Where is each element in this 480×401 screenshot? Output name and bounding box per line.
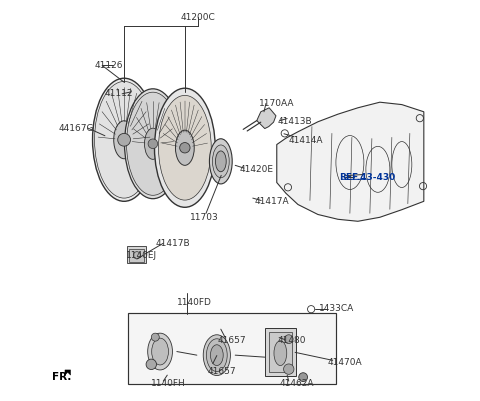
Text: 1140EJ: 1140EJ xyxy=(126,251,157,260)
Bar xyxy=(127,247,146,263)
Text: 41417B: 41417B xyxy=(156,239,190,248)
Ellipse shape xyxy=(152,338,168,365)
Circle shape xyxy=(133,252,141,259)
Circle shape xyxy=(284,364,294,374)
Text: 1140FD: 1140FD xyxy=(177,298,212,307)
Ellipse shape xyxy=(274,341,287,366)
Bar xyxy=(129,249,144,261)
Text: 41470A: 41470A xyxy=(327,358,362,367)
Bar xyxy=(128,313,336,384)
Circle shape xyxy=(146,359,156,370)
Text: 41657: 41657 xyxy=(208,367,237,376)
Ellipse shape xyxy=(127,92,179,195)
Polygon shape xyxy=(277,102,424,221)
Text: 1433CA: 1433CA xyxy=(319,304,354,313)
Ellipse shape xyxy=(210,345,223,366)
Text: 41657: 41657 xyxy=(218,336,247,345)
Text: REF.43-430: REF.43-430 xyxy=(339,173,396,182)
Ellipse shape xyxy=(209,139,232,184)
Text: 41414A: 41414A xyxy=(289,136,323,145)
Text: 41420E: 41420E xyxy=(239,165,273,174)
Circle shape xyxy=(151,333,159,341)
Ellipse shape xyxy=(216,151,226,172)
Ellipse shape xyxy=(155,88,215,207)
Text: 41126: 41126 xyxy=(94,61,123,70)
Text: 1140FH: 1140FH xyxy=(151,379,186,388)
Ellipse shape xyxy=(206,339,227,372)
Text: 1170AA: 1170AA xyxy=(259,99,295,108)
Ellipse shape xyxy=(144,128,161,159)
Ellipse shape xyxy=(95,81,154,198)
Text: 41417A: 41417A xyxy=(254,197,289,206)
Text: 41200C: 41200C xyxy=(180,13,216,22)
Bar xyxy=(265,328,296,375)
Text: 41462A: 41462A xyxy=(279,379,313,388)
Text: 41413B: 41413B xyxy=(278,117,312,126)
Circle shape xyxy=(148,139,158,148)
Ellipse shape xyxy=(176,130,194,165)
Polygon shape xyxy=(257,108,276,129)
Text: FR.: FR. xyxy=(52,372,72,382)
Circle shape xyxy=(284,335,293,344)
Bar xyxy=(269,332,292,372)
Text: 11703: 11703 xyxy=(190,213,219,222)
Polygon shape xyxy=(65,370,71,375)
Circle shape xyxy=(180,143,190,153)
Text: 44167G: 44167G xyxy=(58,124,94,133)
Ellipse shape xyxy=(93,78,156,201)
Ellipse shape xyxy=(203,335,230,375)
Ellipse shape xyxy=(213,145,229,178)
Ellipse shape xyxy=(148,333,172,370)
Ellipse shape xyxy=(158,95,211,200)
Ellipse shape xyxy=(124,89,181,199)
Circle shape xyxy=(118,134,131,146)
Circle shape xyxy=(299,373,308,381)
Text: 41480: 41480 xyxy=(278,336,306,345)
Ellipse shape xyxy=(114,121,134,159)
Text: 41112: 41112 xyxy=(104,89,132,98)
